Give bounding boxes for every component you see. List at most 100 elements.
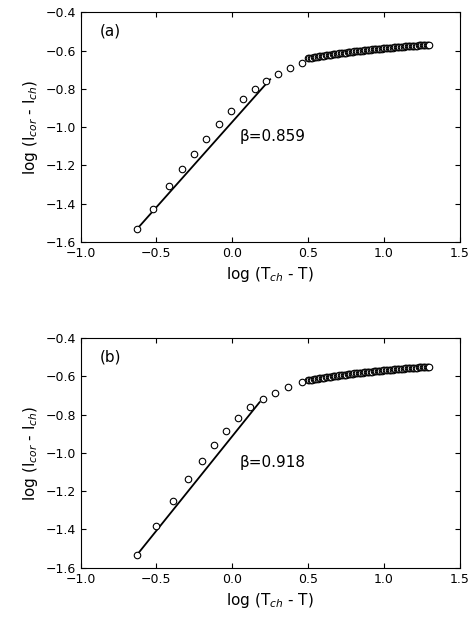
Point [325, 50, 332, 60]
Point [393, 364, 401, 374]
Point [343, 370, 350, 379]
Point [404, 41, 411, 51]
Point [178, 164, 186, 174]
Point [304, 375, 312, 385]
Point [343, 48, 350, 57]
Point [336, 370, 343, 380]
Point [420, 40, 428, 50]
Point [337, 48, 345, 58]
Point [329, 371, 337, 381]
Point [318, 373, 326, 383]
Point [351, 368, 358, 378]
Point [374, 366, 382, 376]
Text: (a): (a) [100, 24, 121, 39]
Point [333, 49, 340, 59]
Point [382, 43, 390, 53]
Point [351, 46, 358, 56]
Point [348, 47, 356, 57]
Point [326, 50, 334, 60]
Point [334, 49, 342, 59]
Point [404, 363, 411, 373]
Point [314, 374, 321, 384]
Point [314, 52, 321, 62]
Point [307, 53, 315, 63]
Point [298, 58, 306, 68]
Point [133, 550, 140, 560]
Point [367, 366, 374, 376]
Point [352, 46, 360, 56]
Point [215, 119, 222, 129]
Point [424, 362, 432, 371]
Point [354, 368, 361, 378]
Text: β=0.859: β=0.859 [240, 129, 306, 144]
Point [306, 375, 313, 385]
Point [315, 373, 323, 383]
Point [259, 394, 266, 404]
Point [396, 42, 403, 52]
Point [338, 370, 346, 380]
Point [338, 48, 346, 58]
Point [271, 387, 279, 397]
Point [307, 375, 315, 385]
Point [405, 363, 413, 373]
Point [426, 39, 433, 49]
Point [370, 366, 377, 376]
Point [317, 51, 324, 61]
Point [412, 41, 419, 51]
Point [376, 366, 384, 376]
Point [169, 496, 177, 506]
Point [341, 48, 349, 57]
Point [356, 46, 364, 56]
Point [298, 377, 306, 387]
Point [365, 45, 373, 55]
Point [402, 363, 410, 373]
Point [401, 363, 409, 373]
Point [378, 44, 385, 54]
Point [323, 50, 331, 60]
Point [330, 49, 338, 59]
Point [405, 41, 413, 51]
Point [340, 370, 347, 380]
Y-axis label: log (I$_{cor}$ - I$_{ch}$): log (I$_{cor}$ - I$_{ch}$) [21, 405, 40, 500]
Point [319, 51, 327, 60]
Point [312, 374, 320, 384]
Point [360, 46, 368, 56]
Point [389, 43, 396, 52]
Point [315, 51, 323, 61]
Point [371, 366, 379, 376]
Point [153, 521, 160, 531]
Point [415, 363, 422, 373]
Point [317, 373, 324, 383]
Point [346, 369, 354, 379]
Point [359, 368, 366, 378]
Point [165, 181, 173, 191]
Point [325, 372, 332, 382]
Point [284, 382, 292, 392]
Point [413, 41, 421, 51]
Text: (b): (b) [100, 350, 121, 365]
Point [336, 49, 343, 59]
Text: β=0.918: β=0.918 [240, 455, 306, 470]
Point [400, 41, 407, 51]
Point [424, 40, 432, 50]
Point [386, 43, 394, 52]
Point [398, 364, 406, 374]
Point [318, 51, 326, 61]
Point [322, 51, 329, 60]
Point [352, 368, 360, 378]
Point [210, 441, 218, 450]
Point [227, 106, 235, 116]
Point [354, 46, 361, 56]
Point [402, 41, 410, 51]
Point [365, 45, 372, 55]
Point [362, 45, 369, 55]
Point [311, 52, 319, 62]
Point [413, 363, 421, 373]
Point [410, 363, 418, 373]
Point [309, 375, 316, 384]
Point [376, 44, 384, 54]
Point [239, 94, 246, 104]
Point [383, 43, 391, 53]
Point [373, 366, 380, 376]
Point [381, 365, 388, 375]
